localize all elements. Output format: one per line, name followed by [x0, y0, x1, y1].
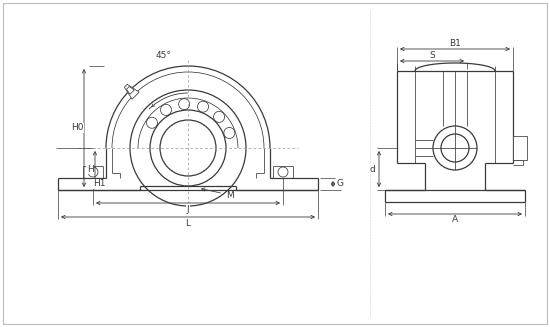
Polygon shape: [124, 84, 139, 99]
Text: L: L: [185, 218, 190, 228]
Polygon shape: [126, 86, 134, 94]
Text: B1: B1: [449, 39, 461, 47]
Bar: [513, 136, 527, 160]
Text: G: G: [337, 180, 344, 188]
Text: J: J: [186, 204, 189, 214]
Text: H1: H1: [93, 180, 105, 188]
Text: d: d: [369, 164, 375, 174]
Text: A: A: [452, 215, 458, 225]
Text: M: M: [201, 188, 234, 199]
Text: 45°: 45°: [155, 50, 171, 60]
Text: S: S: [429, 50, 435, 60]
Text: H: H: [87, 164, 94, 174]
Text: H0: H0: [71, 124, 83, 132]
